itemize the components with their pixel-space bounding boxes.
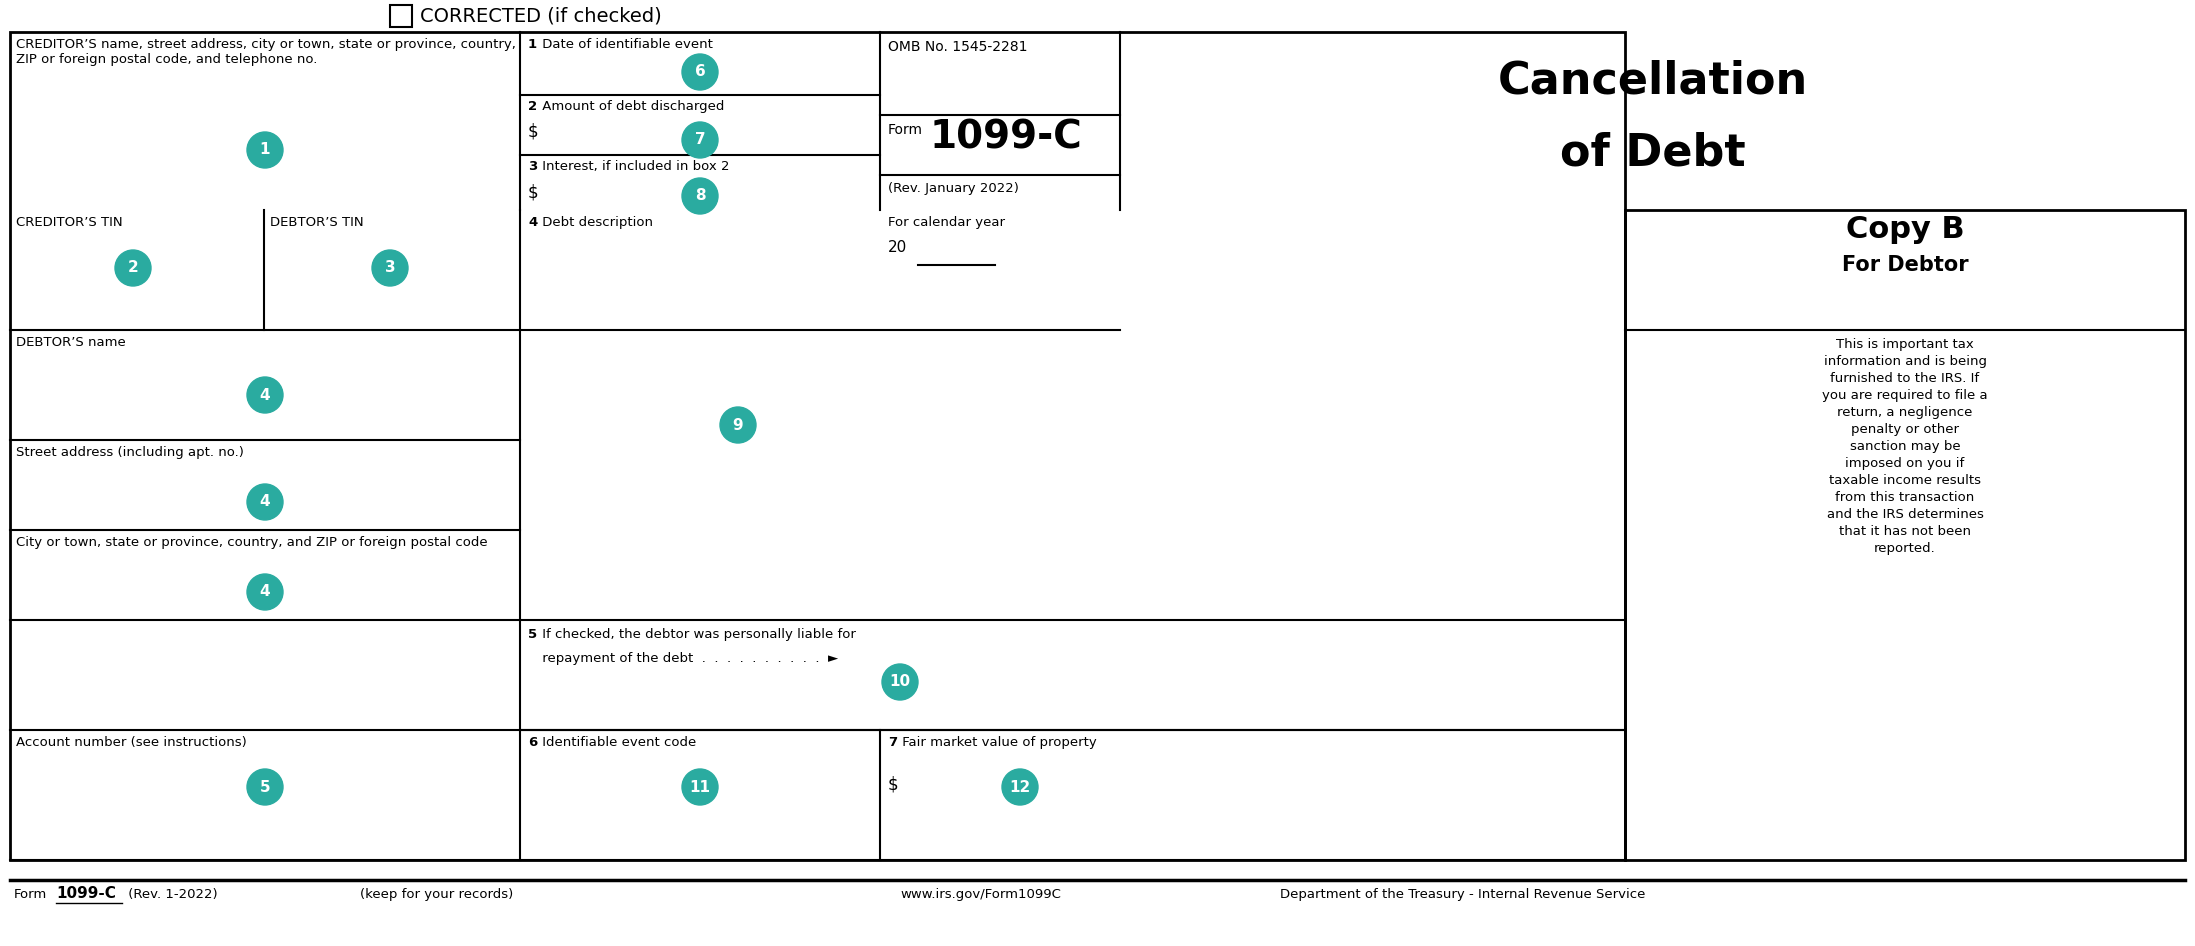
- Text: Cancellation: Cancellation: [1497, 60, 1809, 103]
- Circle shape: [248, 769, 283, 805]
- Text: CORRECTED (if checked): CORRECTED (if checked): [419, 7, 661, 26]
- Circle shape: [683, 122, 718, 158]
- Text: 2: 2: [529, 100, 538, 113]
- Text: Amount of debt discharged: Amount of debt discharged: [538, 100, 724, 113]
- Text: 7: 7: [694, 132, 705, 148]
- Text: CREDITOR’S TIN: CREDITOR’S TIN: [15, 216, 123, 229]
- Circle shape: [371, 250, 408, 286]
- Text: 8: 8: [694, 188, 705, 203]
- Text: Identifiable event code: Identifiable event code: [538, 736, 696, 749]
- Text: of Debt: of Debt: [1561, 132, 1745, 175]
- Text: Fair market value of property: Fair market value of property: [898, 736, 1098, 749]
- Circle shape: [683, 178, 718, 214]
- Text: 1099-C: 1099-C: [57, 886, 116, 901]
- Text: (keep for your records): (keep for your records): [360, 888, 514, 901]
- Circle shape: [248, 132, 283, 168]
- Text: repayment of the debt  .  .  .  .  .  .  .  .  .  .  ►: repayment of the debt . . . . . . . . . …: [538, 652, 838, 665]
- Circle shape: [248, 574, 283, 610]
- Text: 4: 4: [259, 388, 270, 402]
- Text: 2: 2: [127, 260, 138, 275]
- Text: $: $: [529, 183, 538, 201]
- Text: 9: 9: [733, 417, 744, 432]
- Text: For calendar year: For calendar year: [889, 216, 1005, 229]
- Text: Debt description: Debt description: [538, 216, 652, 229]
- Text: 3: 3: [384, 260, 395, 275]
- Text: 3: 3: [529, 160, 538, 173]
- Circle shape: [248, 484, 283, 520]
- Text: (Rev. January 2022): (Rev. January 2022): [889, 182, 1018, 195]
- Text: This is important tax
information and is being
furnished to the IRS. If
you are : This is important tax information and is…: [1822, 338, 1989, 555]
- Text: For Debtor: For Debtor: [1842, 255, 1969, 275]
- Bar: [11, 32, 1624, 860]
- Text: 20: 20: [889, 240, 907, 255]
- Text: Street address (including apt. no.): Street address (including apt. no.): [15, 446, 244, 459]
- Text: Form: Form: [13, 888, 48, 901]
- Text: 4: 4: [259, 585, 270, 600]
- Text: 4: 4: [259, 495, 270, 510]
- Text: CREDITOR’S name, street address, city or town, state or province, country,
ZIP o: CREDITOR’S name, street address, city or…: [15, 38, 516, 66]
- Text: Account number (see instructions): Account number (see instructions): [15, 736, 246, 749]
- Circle shape: [882, 664, 918, 700]
- Text: $: $: [889, 775, 898, 793]
- Text: 12: 12: [1010, 780, 1032, 795]
- Bar: [391, 5, 413, 27]
- Text: 7: 7: [889, 736, 898, 749]
- Text: www.irs.gov/Form1099C: www.irs.gov/Form1099C: [900, 888, 1060, 901]
- Circle shape: [114, 250, 151, 286]
- Circle shape: [683, 769, 718, 805]
- Text: 1: 1: [259, 143, 270, 157]
- Text: Department of the Treasury - Internal Revenue Service: Department of the Treasury - Internal Re…: [1280, 888, 1646, 901]
- Circle shape: [683, 54, 718, 90]
- Text: Date of identifiable event: Date of identifiable event: [538, 38, 713, 51]
- Text: 1: 1: [529, 38, 538, 51]
- Text: 6: 6: [529, 736, 538, 749]
- Text: Copy B: Copy B: [1846, 215, 1965, 244]
- Text: If checked, the debtor was personally liable for: If checked, the debtor was personally li…: [538, 628, 856, 641]
- Text: 11: 11: [689, 780, 711, 795]
- Text: 4: 4: [529, 216, 538, 229]
- Bar: [1624, 210, 2184, 860]
- Text: OMB No. 1545-2281: OMB No. 1545-2281: [889, 40, 1027, 54]
- Text: City or town, state or province, country, and ZIP or foreign postal code: City or town, state or province, country…: [15, 536, 487, 549]
- Text: 1099-C: 1099-C: [931, 119, 1082, 157]
- Circle shape: [720, 407, 755, 443]
- Text: DEBTOR’S TIN: DEBTOR’S TIN: [270, 216, 364, 229]
- Text: 6: 6: [694, 64, 705, 79]
- Text: $: $: [529, 123, 538, 141]
- Text: Form: Form: [889, 123, 924, 137]
- Text: Interest, if included in box 2: Interest, if included in box 2: [538, 160, 729, 173]
- Text: 5: 5: [259, 780, 270, 795]
- Circle shape: [1001, 769, 1038, 805]
- Circle shape: [248, 377, 283, 413]
- Text: 5: 5: [529, 628, 538, 641]
- Text: (Rev. 1-2022): (Rev. 1-2022): [123, 888, 217, 901]
- Text: 10: 10: [889, 674, 911, 690]
- Text: DEBTOR’S name: DEBTOR’S name: [15, 336, 125, 349]
